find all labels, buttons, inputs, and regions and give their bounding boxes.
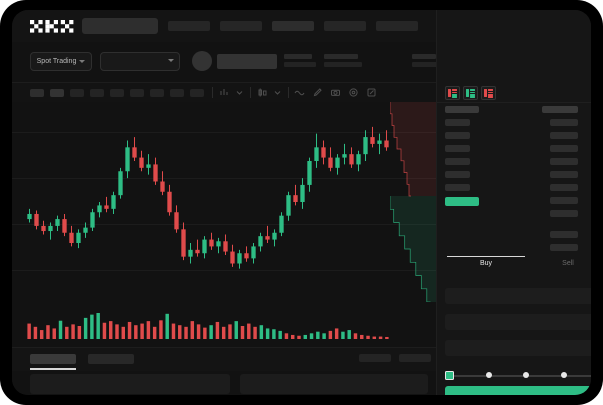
orderbook-bid-row[interactable] <box>550 171 578 178</box>
orderbook-ask-row[interactable] <box>445 145 470 152</box>
orderbook-header <box>437 82 591 103</box>
search-input[interactable] <box>82 18 158 34</box>
orderbook-ask-row[interactable] <box>445 158 470 165</box>
orderbook-bid-row[interactable] <box>550 184 578 191</box>
place-buy-order-button[interactable] <box>445 386 591 395</box>
chevron-down-icon[interactable] <box>234 87 245 98</box>
chevron-down-icon <box>79 60 86 63</box>
candlestick-series <box>27 126 389 269</box>
orders-content-area <box>12 371 436 395</box>
order-amount-field[interactable] <box>445 314 591 330</box>
timeframe-9[interactable] <box>190 89 204 97</box>
okx-logo-icon[interactable] <box>30 20 74 33</box>
slider-stop-25[interactable] <box>486 372 492 378</box>
trading-mode-label: Spot Trading <box>36 58 77 65</box>
order-form <box>437 276 591 362</box>
stat-change <box>324 54 362 67</box>
orderbook-bid-row[interactable] <box>550 210 578 217</box>
orderbook-ask-row[interactable] <box>445 171 470 178</box>
nav-item-5[interactable] <box>376 21 418 31</box>
tab-order-history[interactable] <box>88 354 134 364</box>
nav-item-4[interactable] <box>324 21 366 31</box>
orders-tab-bar <box>12 347 436 372</box>
orderbook-ask-row[interactable] <box>445 132 470 139</box>
volume-series <box>27 313 389 339</box>
timeframe-7[interactable] <box>150 89 164 97</box>
orderbook-bid-row[interactable] <box>550 119 578 126</box>
orderbook-bid-row[interactable] <box>550 145 578 152</box>
bottom-action-1[interactable] <box>359 354 391 362</box>
bottom-panel-right[interactable] <box>240 374 428 394</box>
chevron-down-icon[interactable] <box>272 87 283 98</box>
timeframe-4[interactable] <box>90 89 104 97</box>
fullscreen-icon[interactable] <box>366 87 377 98</box>
orderbook-body[interactable] <box>437 102 591 254</box>
chart-type-icon[interactable] <box>257 87 268 98</box>
buy-sell-tab-bar: Buy Sell <box>437 254 591 276</box>
stat-high <box>412 54 444 67</box>
trading-mode-selector[interactable]: Spot Trading <box>30 52 92 71</box>
nav-item-1[interactable] <box>168 21 210 31</box>
orderbook-header-left <box>445 106 479 113</box>
stat-last-price <box>284 54 316 67</box>
tab-sell[interactable]: Sell <box>562 260 574 267</box>
coin-avatar <box>192 51 212 71</box>
bottom-panel-left[interactable] <box>30 374 230 394</box>
orderbook-last-price-row[interactable] <box>445 197 479 206</box>
active-tab-underline <box>30 368 76 370</box>
indicators-icon[interactable] <box>219 87 230 98</box>
slider-stop-50[interactable] <box>523 372 529 378</box>
slider-track <box>449 375 591 377</box>
timeframe-8[interactable] <box>170 89 184 97</box>
pair-name-placeholder <box>217 54 277 69</box>
app-screen: Spot Trading <box>12 10 591 395</box>
buy-tab-underline <box>447 255 525 257</box>
volume-histogram <box>12 302 436 347</box>
settings-icon[interactable] <box>348 87 359 98</box>
orderbook-ask-row[interactable] <box>445 184 470 191</box>
orderbook-bid-row[interactable] <box>550 132 578 139</box>
depth-view-asks-icon[interactable] <box>481 86 496 100</box>
orderbook-bid-row[interactable] <box>550 244 578 251</box>
depth-view-both-icon[interactable] <box>445 86 460 100</box>
order-total-field[interactable] <box>445 340 591 356</box>
orderbook-bid-row[interactable] <box>550 158 578 165</box>
timeframe-5[interactable] <box>110 89 124 97</box>
order-price-field[interactable] <box>445 288 591 304</box>
bottom-action-2[interactable] <box>399 354 431 362</box>
nav-item-3[interactable] <box>272 21 314 31</box>
timeframe-1[interactable] <box>30 89 44 97</box>
amount-percent-slider[interactable] <box>445 370 591 382</box>
nav-item-2[interactable] <box>220 21 262 31</box>
slider-handle[interactable] <box>445 371 454 380</box>
orderbook-bid-row[interactable] <box>550 197 578 204</box>
wave-icon[interactable] <box>294 87 305 98</box>
trade-side-panel: Buy Sell <box>436 10 591 395</box>
pencil-icon[interactable] <box>312 87 323 98</box>
slider-stop-75[interactable] <box>561 372 567 378</box>
timeframe-2[interactable] <box>50 89 64 97</box>
tab-buy[interactable]: Buy <box>479 260 493 267</box>
price-chart[interactable] <box>12 102 436 302</box>
chart-toolbar <box>12 82 436 103</box>
orderbook-ask-row[interactable] <box>445 119 470 126</box>
orderbook-header-right <box>542 106 578 113</box>
chevron-down-icon <box>168 59 174 62</box>
tab-open-orders[interactable] <box>30 354 76 364</box>
timeframe-6[interactable] <box>130 89 144 97</box>
orderbook-bid-row[interactable] <box>550 231 578 238</box>
depth-overlay-chart <box>390 102 436 302</box>
camera-icon[interactable] <box>330 87 341 98</box>
timeframe-3[interactable] <box>70 89 84 97</box>
trading-pair-selector[interactable] <box>100 52 180 71</box>
depth-view-bids-icon[interactable] <box>463 86 478 100</box>
